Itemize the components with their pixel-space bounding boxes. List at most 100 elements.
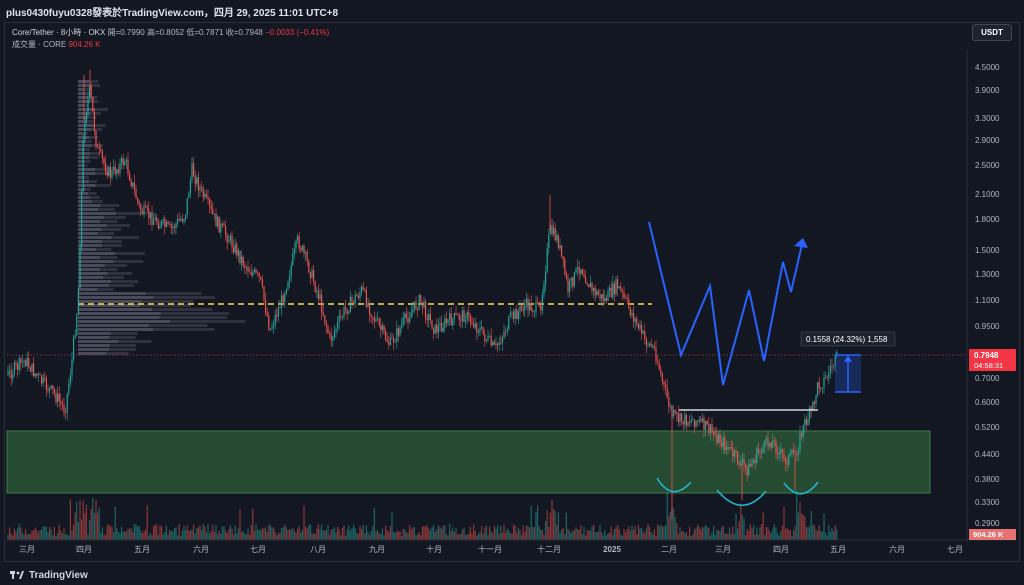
volume-bar	[60, 530, 62, 540]
volume-profile-bar	[83, 164, 88, 167]
volume-profile-bar	[78, 328, 153, 331]
candle-body	[50, 385, 52, 388]
candle-body	[397, 328, 399, 336]
candle-body	[205, 193, 207, 198]
currency-button[interactable]: USDT	[972, 24, 1012, 41]
volume-bar	[308, 525, 310, 540]
right-shoulder-arc[interactable]	[783, 481, 819, 495]
legend-volume-label[interactable]: 成交量 · CORE	[12, 40, 67, 49]
volume-bar	[733, 533, 735, 540]
volume-profile-bar	[78, 256, 100, 259]
volume-bar	[137, 526, 139, 540]
volume-bar	[257, 529, 259, 540]
volume-bar	[793, 530, 795, 540]
volume-bar	[189, 530, 191, 540]
candle-body	[57, 393, 59, 403]
candle-body	[329, 332, 331, 334]
projection-path[interactable]	[648, 221, 804, 386]
volume-bar	[581, 533, 583, 540]
volume-bar	[709, 535, 711, 540]
candle-body	[497, 343, 499, 345]
candle-body	[617, 279, 619, 289]
legend-symbol[interactable]: Core/Tether · 8小時 · OKX	[12, 28, 106, 37]
candle-body	[765, 438, 767, 441]
volume-bar	[753, 525, 755, 540]
candle-body	[433, 328, 435, 334]
candle-body	[428, 314, 430, 321]
candle-body	[385, 331, 387, 340]
candle-body	[714, 433, 716, 436]
volume-bar	[281, 528, 283, 540]
volume-bar	[655, 535, 657, 540]
price-tick-label: 0.6000	[975, 398, 1000, 407]
candle-body	[543, 283, 545, 295]
volume-bar	[647, 524, 649, 540]
candle-body	[341, 316, 343, 318]
candle-body	[314, 281, 316, 292]
volume-bar	[433, 525, 435, 540]
volume-bar	[180, 535, 182, 540]
volume-bar	[735, 513, 737, 540]
volume-bar	[370, 531, 372, 540]
candle-body	[47, 389, 49, 392]
volume-bar	[556, 524, 558, 540]
candle-body	[378, 318, 380, 325]
volume-bar	[260, 530, 262, 540]
candle-body	[516, 309, 518, 320]
volume-bar	[836, 529, 838, 540]
time-axis[interactable]: 三月 四月 五月 六月 七月 八月 九月 十月 十一月 十二月 2025 二月 三月 四月 五月 六月 七月	[19, 544, 963, 554]
candle-body	[799, 433, 801, 451]
volume-bar	[431, 527, 433, 540]
volume-profile-bar	[78, 296, 154, 299]
volume-profile-bar	[78, 88, 84, 91]
candle-body	[340, 315, 342, 318]
candle-body	[745, 463, 747, 468]
volume-profile-bar	[106, 224, 130, 227]
candle-body	[597, 290, 599, 295]
volume-bar	[109, 526, 111, 540]
volume-bar	[681, 531, 683, 540]
candle-body	[525, 298, 527, 305]
candle-body	[365, 289, 367, 307]
volume-bar	[146, 505, 148, 540]
volume-bar	[372, 526, 374, 540]
candle-body	[325, 322, 327, 327]
candle-body	[285, 289, 287, 294]
candle-body	[169, 223, 171, 225]
volume-bar	[58, 524, 60, 540]
candle-body	[41, 374, 43, 384]
volume-bar	[207, 524, 209, 540]
head-arc[interactable]	[716, 489, 767, 506]
candle-body	[268, 316, 270, 330]
left-shoulder-arc[interactable]	[656, 477, 692, 493]
candle-body	[108, 166, 110, 176]
candle-body	[154, 217, 156, 221]
volume-bar	[546, 510, 548, 540]
volume-bar	[607, 533, 609, 540]
volume-profile-bar	[90, 84, 101, 87]
support-zone[interactable]	[6, 430, 931, 494]
volume-bar	[290, 529, 292, 540]
volume-profile-bar	[78, 308, 153, 311]
volume-profile-bar	[78, 116, 89, 119]
volume-profile-bar	[90, 152, 101, 155]
volume-profile-bar	[99, 268, 118, 271]
volume-bar	[69, 499, 71, 540]
volume-bar	[485, 525, 487, 540]
volume-bar	[562, 527, 564, 540]
volume-bar	[351, 527, 353, 540]
volume-bar	[202, 524, 204, 540]
candle-body	[170, 224, 172, 228]
volume-bar	[124, 530, 126, 540]
price-axis[interactable]: 4.5000 3.9000 3.3000 2.9000 2.5000 2.1000 1.80…	[975, 63, 1000, 528]
candle-body	[337, 321, 339, 329]
volume-bar	[679, 527, 681, 540]
candle-body	[193, 163, 195, 177]
candle-body	[741, 459, 743, 462]
candle-body	[575, 268, 577, 273]
volume-bar	[447, 535, 449, 540]
volume-profile-bar	[89, 136, 99, 139]
volume-bar	[93, 513, 95, 540]
candle-body	[439, 323, 441, 326]
